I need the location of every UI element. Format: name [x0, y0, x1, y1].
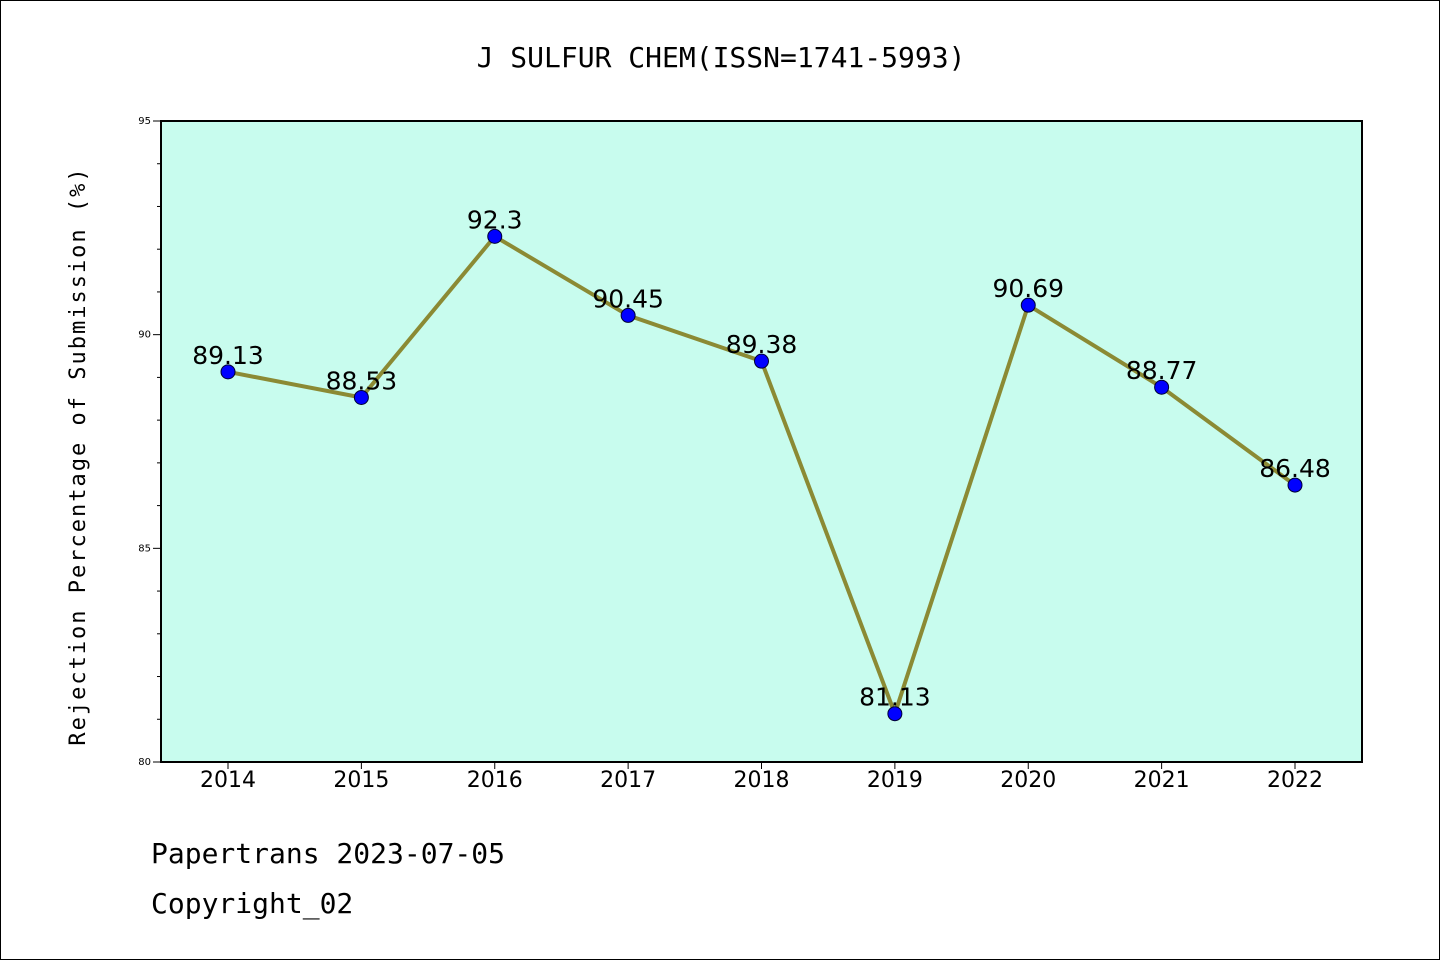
y-axis-label: Rejection Percentage of Submission (%) — [66, 166, 91, 745]
plot-border — [160, 120, 1363, 763]
x-tick-label: 2014 — [200, 768, 256, 793]
data-label: 88.53 — [326, 366, 398, 395]
x-tick-label: 2021 — [1134, 768, 1190, 793]
data-label: 89.13 — [192, 341, 264, 370]
x-tick-label: 2020 — [1000, 768, 1056, 793]
x-axis: 2014 2015 2016 2017 2018 2019 2020 2021 2022 — [200, 762, 1323, 793]
x-tick-label: 2017 — [600, 768, 656, 793]
data-point — [887, 706, 903, 722]
data-label: 86.48 — [1259, 454, 1331, 483]
data-point — [353, 389, 369, 405]
data-point — [1287, 477, 1303, 493]
y-tick-label: 95 — [138, 116, 151, 127]
data-point — [487, 228, 503, 244]
x-tick-label: 2016 — [467, 768, 523, 793]
data-points — [220, 228, 1303, 722]
x-tick-label: 2022 — [1267, 768, 1323, 793]
data-point — [1020, 297, 1036, 313]
data-point — [754, 353, 769, 369]
y-tick-label: 85 — [138, 543, 151, 554]
y-axis: 80 85 90 95 — [138, 116, 161, 768]
footer-date: Papertrans 2023-07-05 — [151, 837, 506, 870]
data-labels: 89.13 88.53 92.3 90.45 89.38 81.13 90.69 88.77 8… — [192, 205, 1331, 711]
data-label: 81.13 — [859, 683, 931, 712]
y-tick-label: 90 — [138, 330, 151, 341]
y-tick-label: 80 — [138, 757, 151, 768]
data-label: 90.69 — [992, 274, 1064, 303]
x-tick-label: 2018 — [734, 768, 790, 793]
data-point — [1154, 379, 1170, 395]
data-label: 92.3 — [467, 205, 523, 234]
data-point — [220, 364, 236, 380]
data-point — [620, 307, 636, 323]
chart-title: J SULFUR CHEM(ISSN=1741-5993) — [477, 41, 966, 74]
data-label: 88.77 — [1126, 356, 1198, 385]
footer-copyright: Copyright_02 — [151, 887, 354, 920]
x-tick-label: 2015 — [333, 768, 389, 793]
plot-area — [161, 121, 1362, 762]
data-label: 89.38 — [726, 330, 798, 359]
data-label: 90.45 — [592, 284, 664, 313]
x-tick-label: 2019 — [867, 768, 923, 793]
